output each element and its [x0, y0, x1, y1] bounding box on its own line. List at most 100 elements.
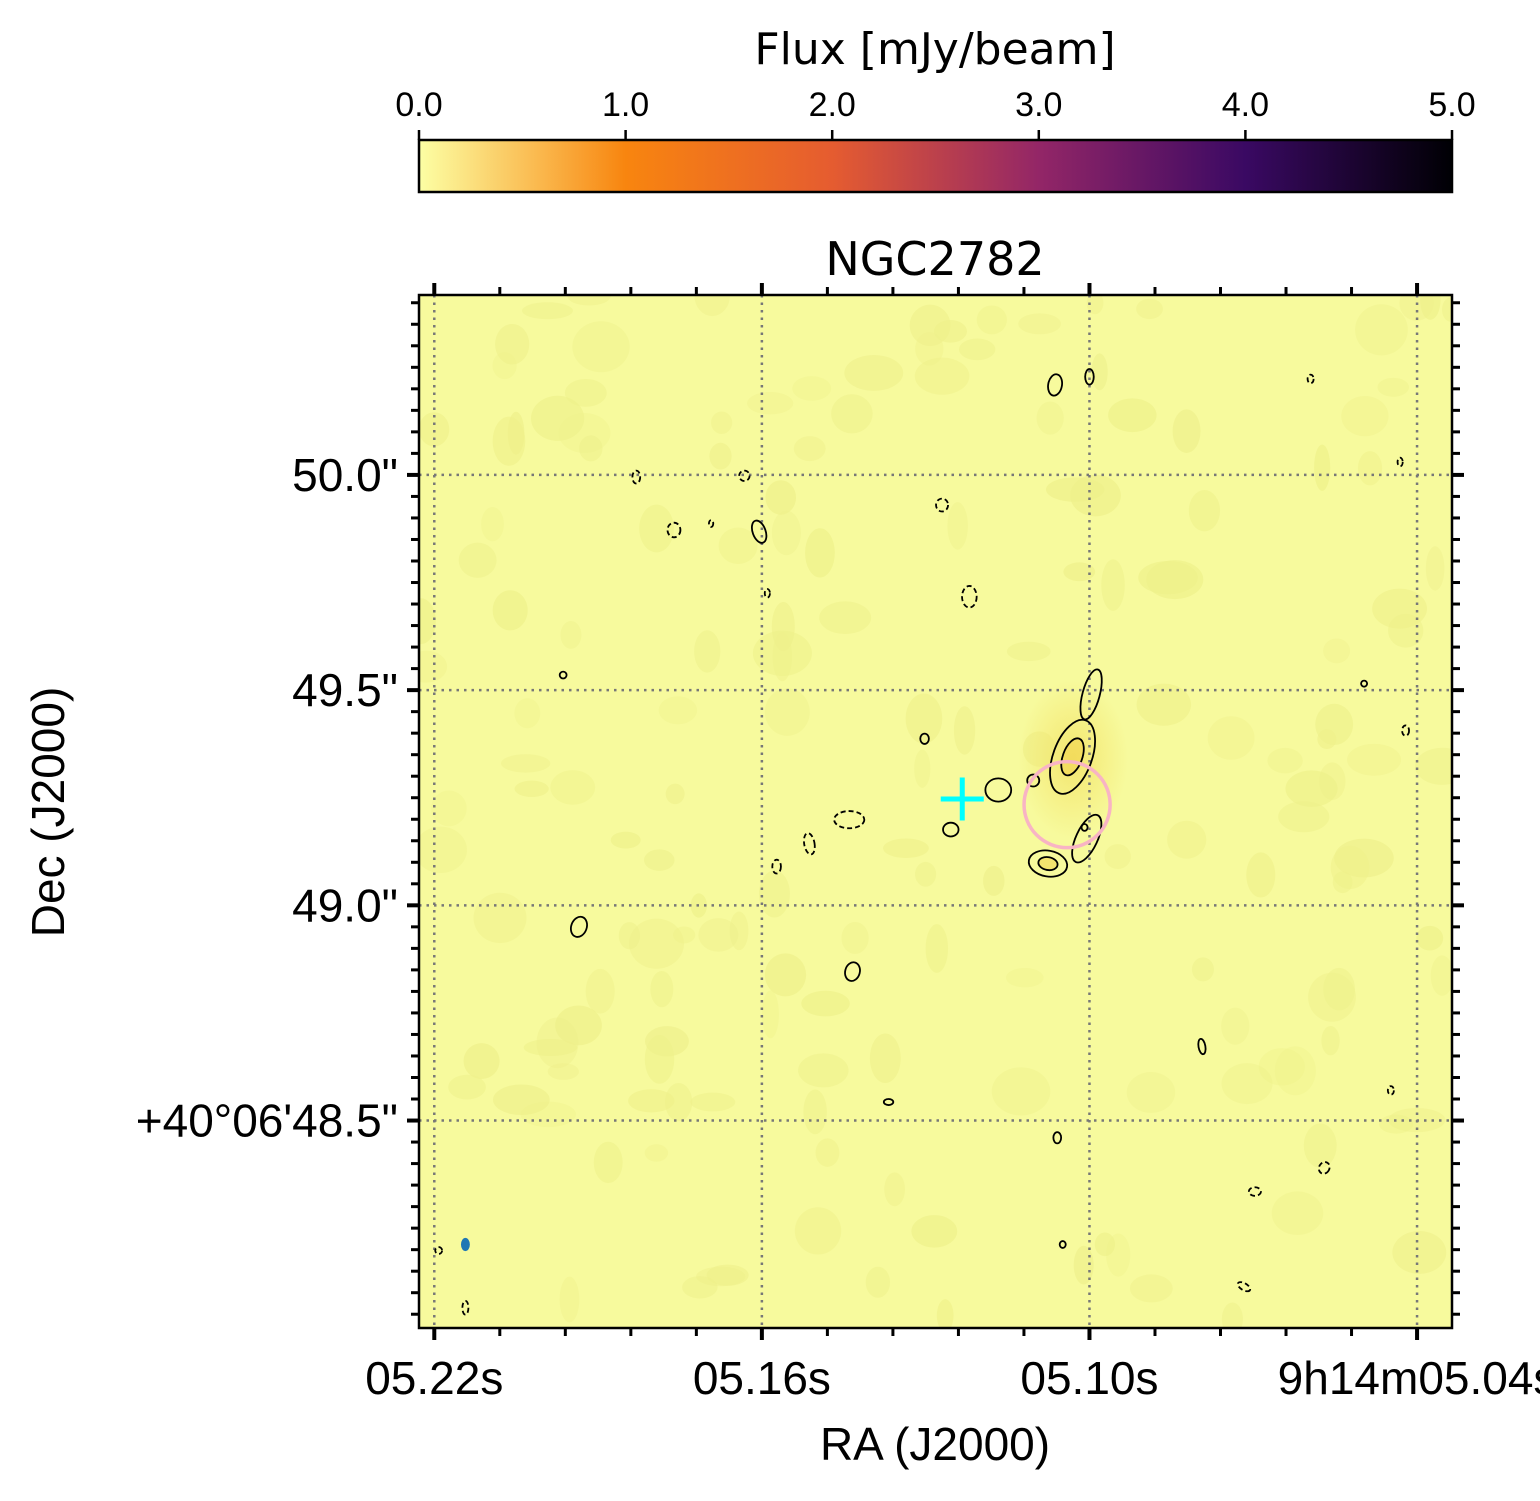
noise-patch	[1330, 845, 1370, 890]
noise-patch	[1207, 716, 1255, 760]
positive-contour	[569, 915, 588, 938]
noise-patch	[914, 749, 931, 788]
noise-patch	[1136, 683, 1192, 726]
y-axis-label: Dec (J2000)	[22, 687, 74, 938]
noise-patch	[1308, 972, 1356, 1022]
y-tick-label: 50.0"	[292, 449, 398, 501]
noise-patch	[801, 990, 850, 1017]
positive-contour	[750, 519, 768, 544]
noise-patch	[764, 688, 810, 736]
noise-patch	[1332, 871, 1353, 894]
noise-patch	[884, 1172, 906, 1207]
positive-contour	[1360, 679, 1369, 688]
positive-contour	[1052, 1131, 1063, 1145]
noise-patch	[593, 1141, 623, 1184]
noise-patch	[531, 395, 585, 441]
positive-contour	[1047, 373, 1064, 397]
noise-patch	[1341, 395, 1389, 437]
noise-patch	[947, 502, 968, 550]
axis-tick-labels: 05.22s 05.16s 05.10s 9h14m05.04s 50.0" 49.5" 4…	[136, 449, 1540, 1404]
noise-patch	[664, 1083, 693, 1122]
noise-patch	[567, 295, 611, 306]
negative-contour	[833, 810, 866, 830]
noise-patch	[1108, 398, 1157, 433]
noise-patch	[1005, 968, 1044, 988]
noise-patch	[673, 926, 696, 944]
noise-patch	[665, 783, 685, 805]
positive-contour	[1049, 718, 1096, 795]
x-tick-label: 05.16s	[693, 1352, 831, 1404]
colorbar-tick-label: 4.0	[1222, 86, 1269, 124]
noise-patch	[1347, 743, 1402, 776]
noise-patch	[463, 1043, 500, 1079]
x-tick-label: 9h14m05.04s	[1278, 1352, 1540, 1404]
noise-patch	[644, 1144, 669, 1162]
noise-patch	[1415, 747, 1452, 785]
noise-patch	[1086, 295, 1104, 315]
noise-patch	[1129, 1274, 1173, 1303]
noise-patch	[1246, 852, 1276, 898]
noise-patch	[815, 1138, 840, 1167]
contours	[434, 368, 1410, 1316]
noise-patch	[1258, 1048, 1305, 1086]
noise-patch	[495, 323, 530, 365]
plot-title: NGC2782	[825, 232, 1044, 286]
noise-patch	[1271, 1191, 1324, 1236]
positive-contour	[1027, 849, 1069, 878]
noise-patch	[550, 770, 596, 805]
x-tick-label: 05.10s	[1020, 1352, 1158, 1404]
negative-contour	[1386, 1085, 1395, 1096]
noise-patch	[559, 1276, 580, 1323]
positive-contour	[942, 821, 960, 838]
noise-patch	[500, 754, 551, 773]
positive-contour	[1084, 368, 1095, 386]
cross-marker	[940, 777, 984, 821]
positive-contour	[1071, 813, 1103, 864]
noise-patch	[729, 911, 749, 951]
noise-patch	[523, 1039, 578, 1057]
noise-patch	[493, 1084, 550, 1115]
noise-patch	[1136, 298, 1163, 320]
positive-contour	[984, 777, 1013, 803]
noise-patch	[1221, 1302, 1243, 1328]
noise-patch	[869, 1033, 901, 1083]
noise-patch	[761, 990, 779, 1039]
y-tick-label: 49.5"	[292, 664, 398, 716]
positive-contour	[1058, 1240, 1067, 1249]
noise-patch	[1377, 377, 1409, 397]
noise-patch	[1392, 1230, 1447, 1274]
negative-contour	[434, 1246, 443, 1255]
x-tick-label: 05.22s	[365, 1352, 503, 1404]
noise-patch	[448, 1074, 486, 1100]
circle-marker	[1022, 759, 1112, 850]
negative-contour	[803, 832, 816, 856]
noise-patch	[560, 621, 582, 649]
noise-patch	[579, 435, 603, 462]
noise-patch	[419, 650, 448, 683]
noise-patch	[765, 480, 797, 515]
noise-patch	[473, 892, 527, 944]
noise-patch	[1317, 729, 1337, 749]
noise-patch	[639, 504, 674, 553]
noise-patch	[650, 971, 674, 1008]
noise-patch	[771, 510, 801, 556]
noise-patch	[431, 790, 467, 827]
noise-patch	[643, 849, 675, 871]
beam-ellipse	[460, 1237, 470, 1252]
noise-patch	[805, 528, 835, 578]
positive-contour	[1026, 773, 1041, 788]
y-tick-label: +40°06'48.5"	[136, 1095, 398, 1147]
noise-patch	[1321, 1026, 1340, 1056]
noise-patch	[752, 630, 812, 676]
noise-patch	[803, 1089, 827, 1135]
negative-contour	[708, 519, 715, 528]
positive-contour	[919, 732, 930, 745]
positive-contour	[1037, 856, 1059, 872]
noise-patch	[1126, 1072, 1176, 1113]
noise-patch	[1091, 353, 1108, 391]
colorbar-tick-label: 1.0	[602, 86, 649, 124]
noise-patch	[794, 1207, 842, 1255]
negative-contour	[1317, 1161, 1331, 1175]
noise-patch	[585, 968, 615, 1014]
